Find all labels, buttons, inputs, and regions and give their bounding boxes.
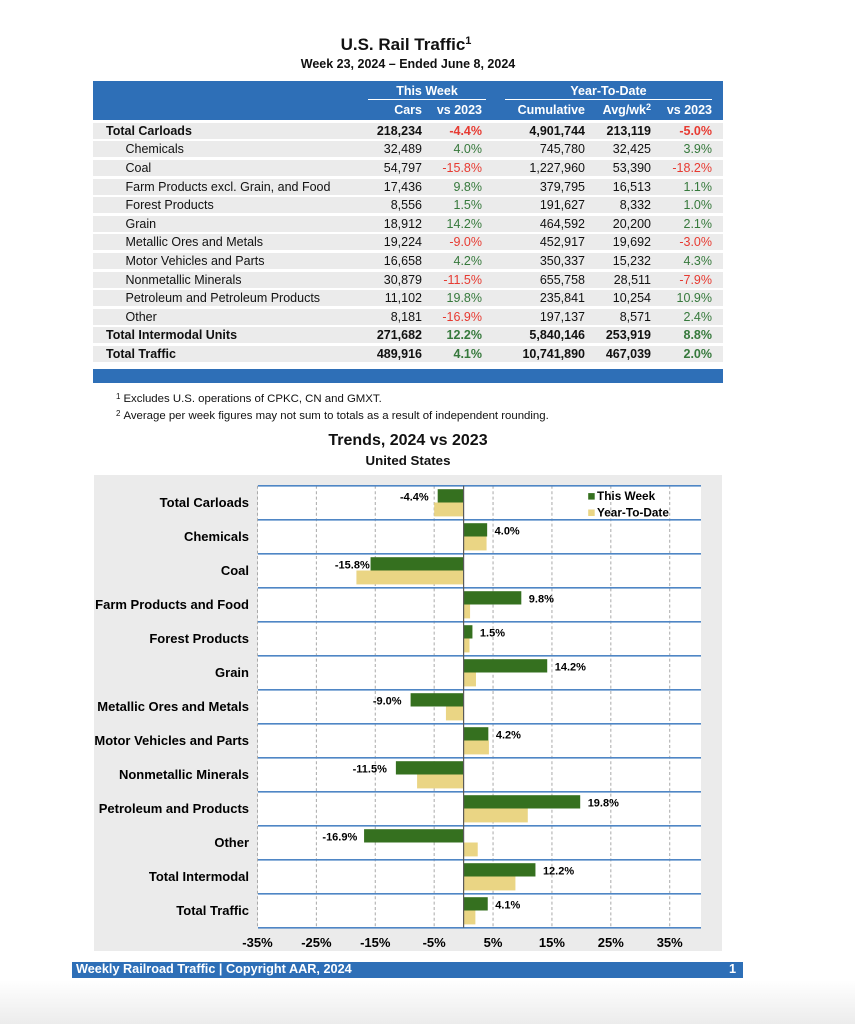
svg-text:-9.0%: -9.0% xyxy=(373,695,402,707)
svg-text:Nonmetallic Minerals: Nonmetallic Minerals xyxy=(119,767,249,782)
svg-text:Total Traffic: Total Traffic xyxy=(176,903,249,918)
svg-text:Year-To-Date: Year-To-Date xyxy=(597,506,669,520)
svg-text:This Week: This Week xyxy=(597,489,656,503)
svg-text:-35%: -35% xyxy=(242,935,273,950)
svg-text:Other: Other xyxy=(214,835,249,850)
svg-text:Chemicals: Chemicals xyxy=(184,529,249,544)
svg-text:4.1%: 4.1% xyxy=(495,899,520,911)
svg-text:Total Carloads: Total Carloads xyxy=(160,495,249,510)
svg-text:-16.9%: -16.9% xyxy=(322,831,357,843)
svg-text:5%: 5% xyxy=(484,935,503,950)
svg-text:-15%: -15% xyxy=(360,935,391,950)
svg-text:Metallic Ores and Metals: Metallic Ores and Metals xyxy=(97,699,249,714)
svg-text:9.8%: 9.8% xyxy=(529,593,554,605)
svg-text:Total Intermodal: Total Intermodal xyxy=(149,869,249,884)
svg-text:1.5%: 1.5% xyxy=(480,627,505,639)
svg-text:Coal: Coal xyxy=(221,563,249,578)
svg-text:-25%: -25% xyxy=(301,935,332,950)
svg-text:-4.4%: -4.4% xyxy=(400,491,429,503)
svg-text:4.2%: 4.2% xyxy=(496,729,521,741)
svg-text:-5%: -5% xyxy=(423,935,447,950)
svg-text:14.2%: 14.2% xyxy=(555,661,586,673)
svg-text:-15.8%: -15.8% xyxy=(335,559,370,571)
svg-text:4.0%: 4.0% xyxy=(495,525,520,537)
svg-text:25%: 25% xyxy=(598,935,624,950)
svg-text:Farm Products and Food: Farm Products and Food xyxy=(95,597,249,612)
svg-text:Forest Products: Forest Products xyxy=(149,631,249,646)
svg-text:19.8%: 19.8% xyxy=(588,797,619,809)
svg-text:Motor Vehicles and Parts: Motor Vehicles and Parts xyxy=(94,733,249,748)
svg-text:-11.5%: -11.5% xyxy=(353,763,387,775)
svg-text:Petroleum and Products: Petroleum and Products xyxy=(99,801,249,816)
svg-text:15%: 15% xyxy=(539,935,565,950)
svg-text:35%: 35% xyxy=(657,935,683,950)
svg-text:12.2%: 12.2% xyxy=(543,865,574,877)
svg-text:Grain: Grain xyxy=(215,665,249,680)
